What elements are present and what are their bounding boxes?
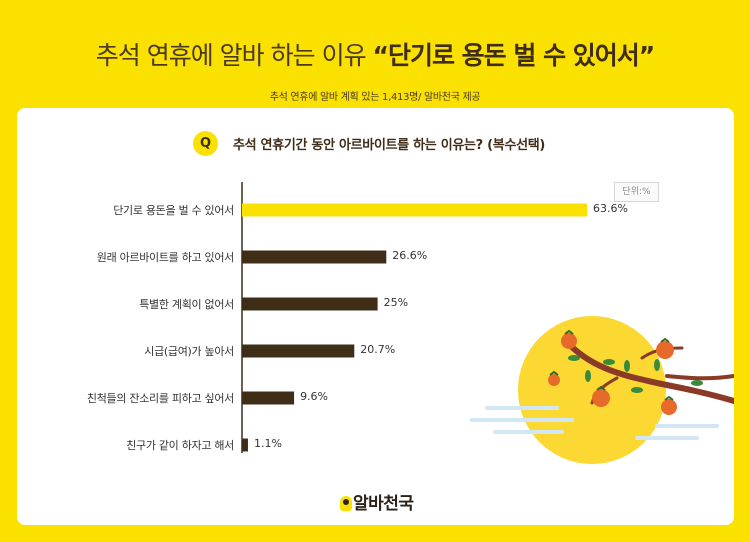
bar-chart [241,182,734,464]
persimmon-calyx [549,370,559,376]
category-label: 특별한 계획이 없어서 [139,298,234,311]
cloud-lines [470,406,719,440]
moon-shape [518,316,666,464]
category-label: 친척들의 잔소리를 피하고 싶어서 [86,392,234,405]
persimmons [548,329,677,415]
unit-label: 단위:% [614,182,659,202]
bar [242,297,378,311]
persimmon-fruit [592,389,610,407]
bar [242,438,248,452]
persimmon-fruit [561,333,577,349]
logo-text: 알바천국 [353,494,414,514]
bar [242,250,387,264]
category-label: 원래 아르바이트를 하고 있어서 [96,251,235,264]
category-label: 단기로 용돈을 벌 수 있어서 [113,204,234,217]
leaves [568,355,703,393]
moon-persimmon-illustration [470,316,734,464]
bar [242,203,587,217]
persimmon-calyx [564,329,574,335]
value-label: 9.6% [300,390,329,403]
bar [242,391,295,405]
chart-card: Q 추석 연휴기간 동안 아르바이트를 하는 이유는? (복수선택) [17,108,734,525]
persimmon-fruit [661,399,677,415]
value-label: 25% [383,296,409,309]
title-main: 추석 연휴에 알바 하는 이유 [95,41,367,70]
persimmon-calyx [664,395,674,401]
value-label: 63.6% [593,202,628,215]
category-label: 시급(급여)가 높아서 [144,345,234,358]
persimmon-calyx [660,337,670,343]
category-label: 친구가 같이 하자고 해서 [126,439,234,452]
persimmon-fruit [548,374,560,386]
page-subtitle: 추석 연휴에 알바 계획 있는 1,413명/ 알바천국 제공 [269,92,481,103]
title-highlight: “단기로 용돈 벌 수 있어서” [372,41,656,70]
logo-mark-icon [340,496,352,511]
value-label: 20.7% [360,343,396,356]
persimmon-calyx [596,385,606,391]
question-text: 추석 연휴기간 동안 아르바이트를 하는 이유는? (복수선택) [233,138,546,153]
value-label: 26.6% [392,249,428,262]
question-badge: Q [193,131,218,156]
alba-logo: 알바천국 [340,489,414,514]
value-label: 1.1% [253,437,282,450]
bar [242,344,355,358]
persimmon-fruit [656,341,674,359]
page-title: 추석 연휴에 알바 하는 이유 “단기로 용돈 벌 수 있어서” [0,36,750,72]
